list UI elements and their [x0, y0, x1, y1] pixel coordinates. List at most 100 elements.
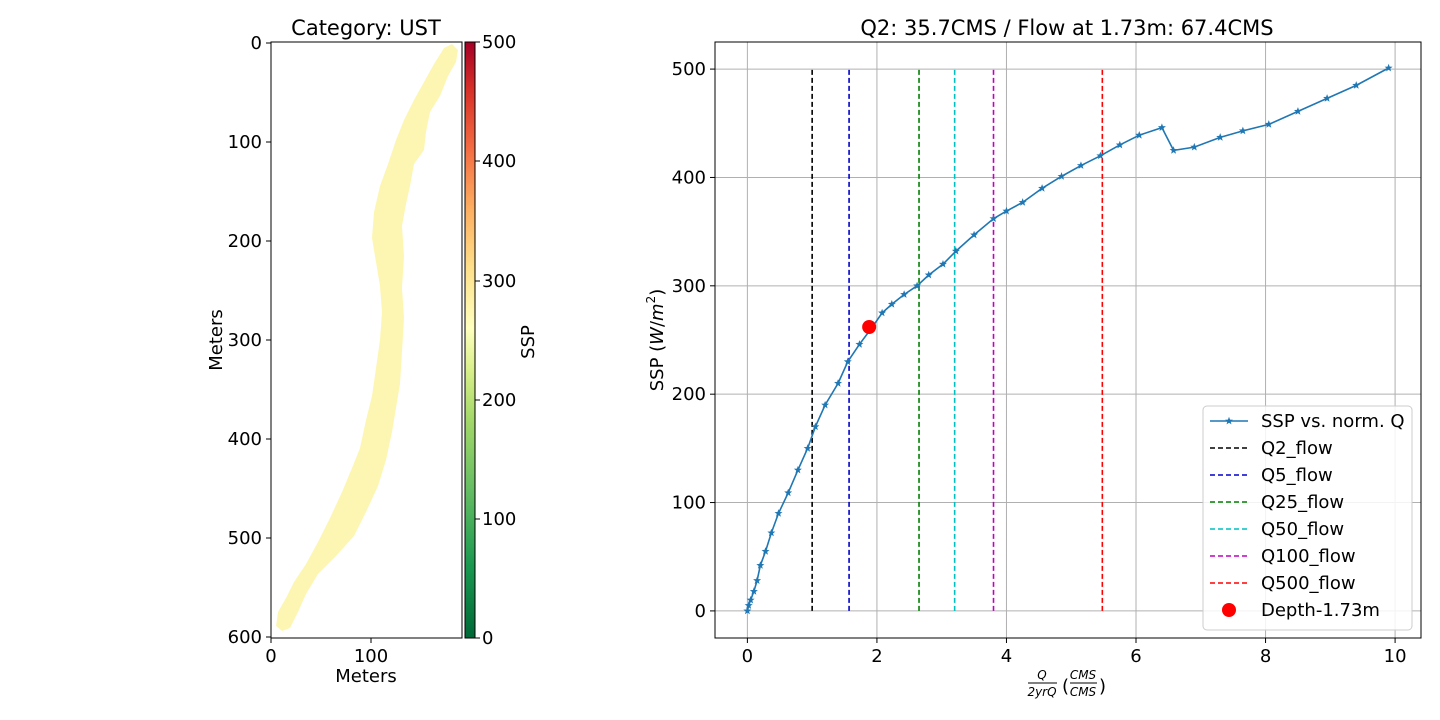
map-y-ticks: 0 100 200 300 400 500 600 [228, 33, 271, 648]
legend-label-q2-flow: Q2_flow [1261, 438, 1333, 459]
x-axis-label-unit-den: CMS [1070, 685, 1097, 699]
map-y-tick-label-400: 400 [228, 429, 262, 450]
depth-point [862, 319, 877, 334]
x-tick-label: 10 [1384, 646, 1407, 667]
series-point [951, 246, 960, 255]
legend-swatch-depth-1-73m [1222, 603, 1236, 617]
colorbar-tick-label-300: 300 [482, 271, 516, 292]
colorbar: 0 100 200 300 400 500 SSP [464, 32, 539, 649]
chart-axes-frame [714, 41, 1422, 639]
series-point [1169, 146, 1178, 154]
x-ticks: 0 2 4 6 8 10 [742, 638, 1407, 667]
y-axis-label-unit-w: W [647, 326, 668, 345]
colorbar-gradient [464, 41, 476, 639]
x-tick-label: 6 [1130, 646, 1141, 667]
series-point [793, 465, 802, 474]
series-point [1002, 206, 1011, 215]
map-y-tick-label-500: 500 [228, 528, 262, 549]
series-point [970, 230, 979, 239]
series-point [761, 547, 770, 555]
river-polygon [276, 44, 458, 631]
series-point [900, 290, 909, 298]
x-axis-label-den: 2yrQ [1027, 685, 1056, 699]
legend-marker-ssp-vs-norm-q [1225, 416, 1233, 425]
series-point [1384, 63, 1393, 72]
y-tick-label: 400 [672, 167, 706, 188]
y-axis-label-prefix: SSP ( [647, 345, 668, 391]
series-point [1096, 151, 1105, 160]
series-point [821, 400, 830, 409]
vline-layer [811, 69, 1104, 611]
y-axis-label-exp: 2 [644, 296, 658, 304]
series-point [1038, 184, 1047, 192]
series-point [924, 270, 933, 279]
colorbar-tick-label-500: 500 [482, 32, 516, 53]
map-x-tick-label-0: 0 [265, 646, 276, 667]
x-axis-label-unit-num: CMS [1070, 668, 1097, 682]
map-x-tick-label-100: 100 [354, 646, 388, 667]
series-point [1190, 142, 1199, 151]
map-x-axis-label: Meters [335, 666, 397, 687]
series-point [1157, 123, 1166, 132]
series-point [855, 340, 864, 348]
series-point [1057, 172, 1066, 180]
x-tick-label: 2 [871, 646, 882, 667]
legend-label-q5-flow: Q5_flow [1261, 465, 1333, 486]
map-y-tick-label-200: 200 [228, 231, 262, 252]
series-point [749, 587, 758, 595]
x-tick-label: 0 [742, 646, 753, 667]
legend-label-q50-flow: Q50_flow [1261, 519, 1344, 540]
colorbar-tick-label-100: 100 [482, 509, 516, 530]
series-point [811, 422, 820, 431]
y-axis-label-slash: / [647, 320, 668, 327]
legend-label-q25-flow: Q25_flow [1261, 492, 1344, 513]
y-axis-label-suffix: ) [647, 289, 668, 296]
series-point [1018, 198, 1027, 206]
point-layer [862, 319, 877, 334]
y-tick-label: 300 [672, 276, 706, 297]
series-point [1323, 94, 1332, 102]
chart-title: Q2: 35.7CMS / Flow at 1.73m: 67.4CMS [860, 16, 1273, 40]
series-point [774, 509, 783, 517]
map-y-axis-label: Meters [206, 309, 227, 371]
series-point [939, 259, 947, 268]
colorbar-tick-label-400: 400 [482, 151, 516, 172]
legend-label-q500-flow: Q500_flow [1261, 573, 1356, 594]
y-tick-label: 0 [695, 601, 706, 622]
map-y-tick-label-100: 100 [228, 132, 262, 153]
legend-label-ssp-vs-norm-q: SSP vs. norm. Q [1261, 411, 1405, 432]
series-point [913, 281, 922, 290]
map-y-tick-label-300: 300 [228, 330, 262, 351]
x-axis-label-rparen: ) [1099, 676, 1106, 697]
legend-label-depth-1-73m: Depth-1.73m [1261, 600, 1380, 621]
legend-label-q100-flow: Q100_flow [1261, 546, 1356, 567]
y-axis-label: SSP (W/m2) [644, 289, 668, 392]
y-axis-label-unit-m: m [647, 303, 668, 321]
x-tick-label: 4 [1001, 646, 1012, 667]
series-point [878, 308, 887, 317]
series-point [743, 606, 752, 615]
y-tick-label: 200 [672, 384, 706, 405]
series-point [1238, 126, 1247, 135]
series-point [767, 528, 776, 537]
y-ticks: 0 100 200 300 400 500 [672, 59, 715, 622]
map-title: Category: UST [291, 16, 441, 40]
series-point [843, 357, 852, 366]
legend: SSP vs. norm. Q Q2_flow Q5_flow Q25_flow Q50… [1202, 405, 1413, 631]
legend-box [1202, 405, 1413, 631]
x-axis-label-num: Q [1037, 668, 1046, 682]
colorbar-tick-label-0: 0 [482, 628, 493, 649]
chart-panel: Q2: 35.7CMS / Flow at 1.73m: 67.4CMS 0 2 4… [644, 16, 1422, 699]
series-point [744, 601, 753, 609]
legend-items: SSP vs. norm. Q Q2_flow Q5_flow Q25_flow Q50… [1210, 411, 1405, 621]
x-axis-label: Q 2yrQ ( CMS CMS ) [1027, 668, 1106, 699]
series-point [746, 595, 755, 604]
x-axis-label-lparen: ( [1062, 676, 1069, 697]
series-point [1115, 140, 1124, 149]
series-point [1076, 161, 1085, 169]
series-point [1264, 120, 1273, 128]
series-point [1135, 130, 1144, 139]
x-tick-label: 8 [1260, 646, 1271, 667]
series-point [887, 300, 896, 308]
